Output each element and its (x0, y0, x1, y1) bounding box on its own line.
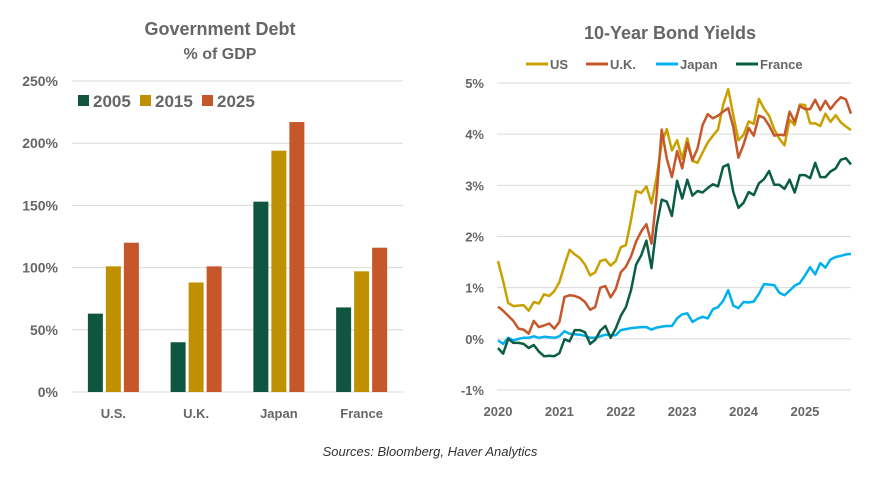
bar-U.K.-2015 (188, 282, 204, 392)
series-line-U.K. (497, 96, 853, 335)
bar-chart-title: Government Debt (144, 19, 295, 39)
legend-label: France (760, 57, 803, 72)
y-tick-label: 5% (465, 76, 484, 91)
source-note: Sources: Bloomberg, Haver Analytics (323, 444, 538, 459)
legend-label: U.K. (610, 57, 636, 72)
line-chart-title: 10-Year Bond Yields (584, 23, 756, 43)
bar-U.K.-2025 (206, 266, 222, 392)
bar-France-2025 (372, 247, 388, 392)
y-tick-label: 200% (22, 135, 58, 151)
legend-label: Japan (680, 57, 718, 72)
bar-Japan-2005 (253, 201, 269, 392)
x-tick-label: France (340, 406, 383, 421)
legend-label: US (550, 57, 568, 72)
line-chart: -1% 0% 1% 2% 3% 4% 5% 2020 2021 2022 2023 2024 2025 U… (461, 57, 853, 419)
x-tick-label: 2021 (545, 404, 574, 419)
x-tick-label: 2025 (790, 404, 819, 419)
y-tick-label: 250% (22, 73, 58, 89)
x-tick-label: U.K. (183, 406, 209, 421)
legend-label: 2005 (93, 92, 131, 111)
bar-U.K.-2005 (170, 342, 186, 392)
bar-chart: 0% 50% 100% 150% 200% 250% U.S. U.K. Japan France… (22, 73, 403, 421)
legend-swatch (140, 95, 151, 106)
legend-swatch (78, 95, 89, 106)
x-tick-label: 2024 (729, 404, 759, 419)
series-line-US (496, 87, 852, 312)
y-tick-label: -1% (461, 383, 485, 398)
y-tick-label: 0% (465, 332, 484, 347)
series-line-France (497, 156, 852, 358)
x-tick-label: 2022 (606, 404, 635, 419)
bar-U.S.-2005 (87, 313, 103, 392)
x-tick-label: 2023 (668, 404, 697, 419)
series-line-Japan (497, 252, 852, 346)
x-tick-label: Japan (260, 406, 298, 421)
y-tick-label: 150% (22, 197, 58, 213)
x-tick-label: U.S. (101, 406, 126, 421)
legend-label: 2025 (217, 92, 255, 111)
y-tick-label: 0% (38, 384, 59, 400)
legend-swatch (202, 95, 213, 106)
legend-label: 2015 (155, 92, 193, 111)
y-tick-label: 50% (30, 322, 59, 338)
y-tick-label: 2% (465, 230, 484, 245)
x-tick-label: 2020 (484, 404, 513, 419)
bar-France-2005 (336, 307, 352, 392)
y-tick-label: 1% (465, 281, 484, 296)
bar-Japan-2025 (289, 122, 305, 392)
y-tick-label: 3% (465, 178, 484, 193)
bar-Japan-2015 (271, 150, 287, 392)
y-tick-label: 100% (22, 260, 58, 276)
bar-France-2015 (354, 271, 370, 392)
bar-chart-subtitle: % of GDP (184, 46, 257, 63)
bar-U.S.-2025 (123, 242, 139, 392)
bar-U.S.-2015 (105, 266, 121, 392)
y-tick-label: 4% (465, 127, 484, 142)
